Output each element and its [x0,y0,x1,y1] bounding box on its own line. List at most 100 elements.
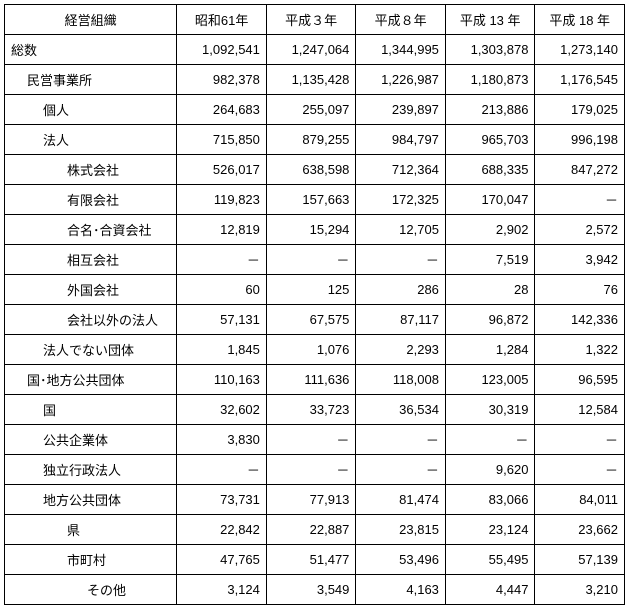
cell-value: 83,066 [445,485,535,515]
cell-value: 22,842 [177,515,267,545]
cell-value: 1,092,541 [177,35,267,65]
cell-value: 3,830 [177,425,267,455]
table-row: 株式会社526,017638,598712,364688,335847,272 [5,155,625,185]
cell-value: 12,584 [535,395,625,425]
table-row: 公共企業体3,830－－－－ [5,425,625,455]
cell-value: 4,163 [356,575,446,605]
cell-value: 67,575 [266,305,356,335]
cell-value: 996,198 [535,125,625,155]
row-label: 有限会社 [5,185,177,215]
row-label: 外国会社 [5,275,177,305]
cell-value: 1,226,987 [356,65,446,95]
cell-value: － [266,245,356,275]
cell-value: 3,549 [266,575,356,605]
header-col-0: 昭和61年 [177,5,267,35]
cell-value: 965,703 [445,125,535,155]
cell-value: 264,683 [177,95,267,125]
cell-value: 847,272 [535,155,625,185]
table-row: 合名･合資会社12,81915,29412,7052,9022,572 [5,215,625,245]
cell-value: 7,519 [445,245,535,275]
table-row: 法人715,850879,255984,797965,703996,198 [5,125,625,155]
cell-value: 12,705 [356,215,446,245]
header-col-3: 平成 13 年 [445,5,535,35]
cell-value: 111,636 [266,365,356,395]
cell-value: 1,135,428 [266,65,356,95]
cell-value: 57,139 [535,545,625,575]
cell-value: 51,477 [266,545,356,575]
cell-value: 12,819 [177,215,267,245]
cell-value: 1,322 [535,335,625,365]
table-row: その他3,1243,5494,1634,4473,210 [5,575,625,605]
cell-value: 239,897 [356,95,446,125]
header-rowlabel: 経営組織 [5,5,177,35]
cell-value: 36,534 [356,395,446,425]
table-row: 地方公共団体73,73177,91381,47483,06684,011 [5,485,625,515]
header-row: 経営組織 昭和61年 平成３年 平成８年 平成 13 年 平成 18 年 [5,5,625,35]
cell-value: 23,815 [356,515,446,545]
cell-value: 688,335 [445,155,535,185]
cell-value: 53,496 [356,545,446,575]
cell-value: 3,942 [535,245,625,275]
cell-value: 1,247,064 [266,35,356,65]
row-label: 国･地方公共団体 [5,365,177,395]
table-body: 総数1,092,5411,247,0641,344,9951,303,8781,… [5,35,625,605]
table-row: 会社以外の法人57,13167,57587,11796,872142,336 [5,305,625,335]
header-col-2: 平成８年 [356,5,446,35]
cell-value: 96,595 [535,365,625,395]
cell-value: 638,598 [266,155,356,185]
cell-value: 1,076 [266,335,356,365]
row-label: 市町村 [5,545,177,575]
cell-value: 28 [445,275,535,305]
cell-value: － [535,425,625,455]
cell-value: 179,025 [535,95,625,125]
cell-value: 1,176,545 [535,65,625,95]
row-label: その他 [5,575,177,605]
cell-value: 47,765 [177,545,267,575]
row-label: 法人でない団体 [5,335,177,365]
cell-value: 170,047 [445,185,535,215]
header-col-4: 平成 18 年 [535,5,625,35]
cell-value: － [535,185,625,215]
row-label: 法人 [5,125,177,155]
cell-value: 712,364 [356,155,446,185]
cell-value: 32,602 [177,395,267,425]
table-row: 外国会社601252862876 [5,275,625,305]
cell-value: 715,850 [177,125,267,155]
table-row: 国32,60233,72336,53430,31912,584 [5,395,625,425]
table-row: 法人でない団体1,8451,0762,2931,2841,322 [5,335,625,365]
row-label: 個人 [5,95,177,125]
header-col-1: 平成３年 [266,5,356,35]
cell-value: － [356,245,446,275]
cell-value: 84,011 [535,485,625,515]
cell-value: 22,887 [266,515,356,545]
cell-value: 3,124 [177,575,267,605]
cell-value: 23,124 [445,515,535,545]
cell-value: 73,731 [177,485,267,515]
cell-value: 1,284 [445,335,535,365]
cell-value: 526,017 [177,155,267,185]
cell-value: 1,180,873 [445,65,535,95]
cell-value: 30,319 [445,395,535,425]
cell-value: － [535,455,625,485]
data-table: 経営組織 昭和61年 平成３年 平成８年 平成 13 年 平成 18 年 総数1… [4,4,625,605]
row-label: 合名･合資会社 [5,215,177,245]
row-label: 総数 [5,35,177,65]
row-label: 地方公共団体 [5,485,177,515]
cell-value: 984,797 [356,125,446,155]
table-row: 総数1,092,5411,247,0641,344,9951,303,8781,… [5,35,625,65]
cell-value: 57,131 [177,305,267,335]
cell-value: 15,294 [266,215,356,245]
cell-value: 286 [356,275,446,305]
cell-value: 125 [266,275,356,305]
table-row: 有限会社119,823157,663172,325170,047－ [5,185,625,215]
cell-value: 4,447 [445,575,535,605]
table-row: 県22,84222,88723,81523,12423,662 [5,515,625,545]
table-row: 国･地方公共団体110,163111,636118,008123,00596,5… [5,365,625,395]
cell-value: － [356,425,446,455]
cell-value: 1,273,140 [535,35,625,65]
cell-value: 2,293 [356,335,446,365]
cell-value: 123,005 [445,365,535,395]
cell-value: 76 [535,275,625,305]
cell-value: － [266,455,356,485]
row-label: 会社以外の法人 [5,305,177,335]
